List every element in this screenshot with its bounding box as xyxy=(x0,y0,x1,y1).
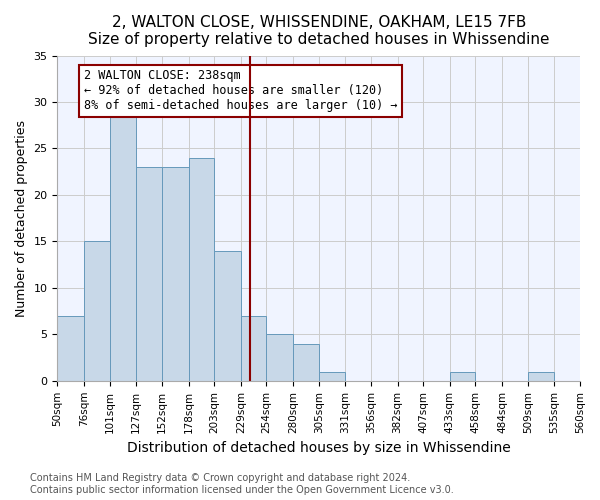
Bar xyxy=(58,316,84,381)
Bar xyxy=(188,158,214,381)
Bar xyxy=(214,250,241,381)
Bar xyxy=(293,344,319,381)
Text: 2 WALTON CLOSE: 238sqm
← 92% of detached houses are smaller (120)
8% of semi-det: 2 WALTON CLOSE: 238sqm ← 92% of detached… xyxy=(84,70,398,112)
Bar xyxy=(162,167,188,381)
Text: Contains HM Land Registry data © Crown copyright and database right 2024.
Contai: Contains HM Land Registry data © Crown c… xyxy=(30,474,454,495)
Bar xyxy=(84,242,110,381)
Bar xyxy=(450,372,475,381)
Bar xyxy=(136,167,162,381)
Bar xyxy=(528,372,554,381)
Bar xyxy=(319,372,346,381)
Title: 2, WALTON CLOSE, WHISSENDINE, OAKHAM, LE15 7FB
Size of property relative to deta: 2, WALTON CLOSE, WHISSENDINE, OAKHAM, LE… xyxy=(88,15,550,48)
Bar xyxy=(241,316,266,381)
X-axis label: Distribution of detached houses by size in Whissendine: Distribution of detached houses by size … xyxy=(127,441,511,455)
Y-axis label: Number of detached properties: Number of detached properties xyxy=(15,120,28,316)
Bar xyxy=(110,112,136,381)
Bar xyxy=(266,334,293,381)
